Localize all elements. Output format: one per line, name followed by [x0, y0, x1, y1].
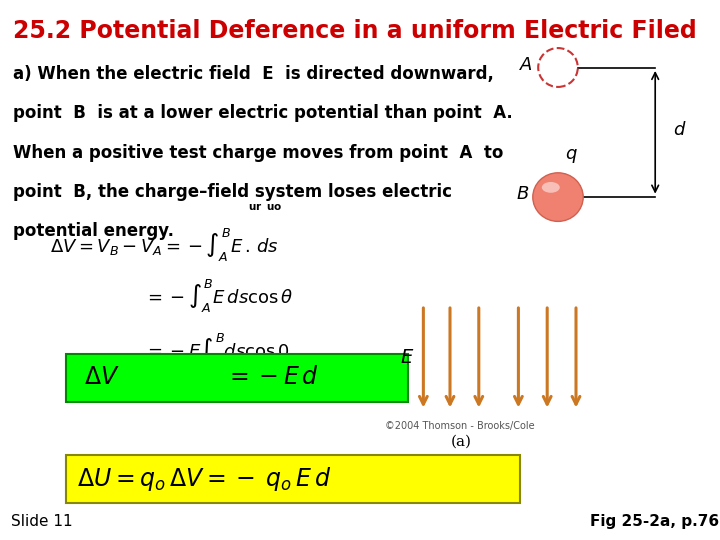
Text: $\mathbf{ur\;\;uo}$: $\mathbf{ur\;\;uo}$ [248, 201, 283, 212]
Text: Slide 11: Slide 11 [11, 514, 73, 529]
Text: potential energy.: potential energy. [13, 222, 174, 240]
Text: $= -E\int_A^B ds \cos 0$: $= -E\int_A^B ds \cos 0$ [144, 332, 290, 369]
Text: point  B, the charge–field system loses electric: point B, the charge–field system loses e… [13, 183, 452, 201]
Text: $= -E\,d$: $= -E\,d$ [225, 367, 318, 389]
Text: $\Delta V = V_B - V_A = -\int_A^B E \,.\, ds$: $\Delta V = V_B - V_A = -\int_A^B E \,.\… [50, 227, 279, 264]
Ellipse shape [541, 182, 560, 193]
Bar [66, 354, 408, 402]
Text: Fig 25-2a, p.765: Fig 25-2a, p.765 [590, 514, 720, 529]
Text: When a positive test charge moves from point  A  to: When a positive test charge moves from p… [13, 144, 503, 161]
Text: $E$: $E$ [400, 349, 414, 367]
Text: ©2004 Thomson - Brooks/Cole: ©2004 Thomson - Brooks/Cole [385, 421, 535, 431]
Ellipse shape [533, 173, 583, 221]
Text: (a): (a) [450, 435, 472, 449]
Text: $\Delta V$: $\Delta V$ [84, 367, 120, 389]
Text: point  B  is at a lower electric potential than point  A.: point B is at a lower electric potential… [13, 104, 513, 122]
Text: $= -\int_A^B E\, ds \cos\theta$: $= -\int_A^B E\, ds \cos\theta$ [144, 278, 293, 315]
Text: 25.2 Potential Deference in a uniform Electric Filed: 25.2 Potential Deference in a uniform El… [13, 19, 697, 43]
Bar [66, 455, 520, 503]
Text: $d$: $d$ [673, 120, 687, 139]
Text: $\Delta U = q_o\, \Delta V = -\; q_o\, E\, d$: $\Delta U = q_o\, \Delta V = -\; q_o\, E… [77, 465, 331, 493]
Text: $B$: $B$ [516, 185, 529, 204]
Text: $A$: $A$ [519, 56, 533, 74]
Text: a) When the electric field  E  is directed downward,: a) When the electric field E is directed… [13, 65, 494, 83]
Text: $q$: $q$ [565, 147, 578, 165]
